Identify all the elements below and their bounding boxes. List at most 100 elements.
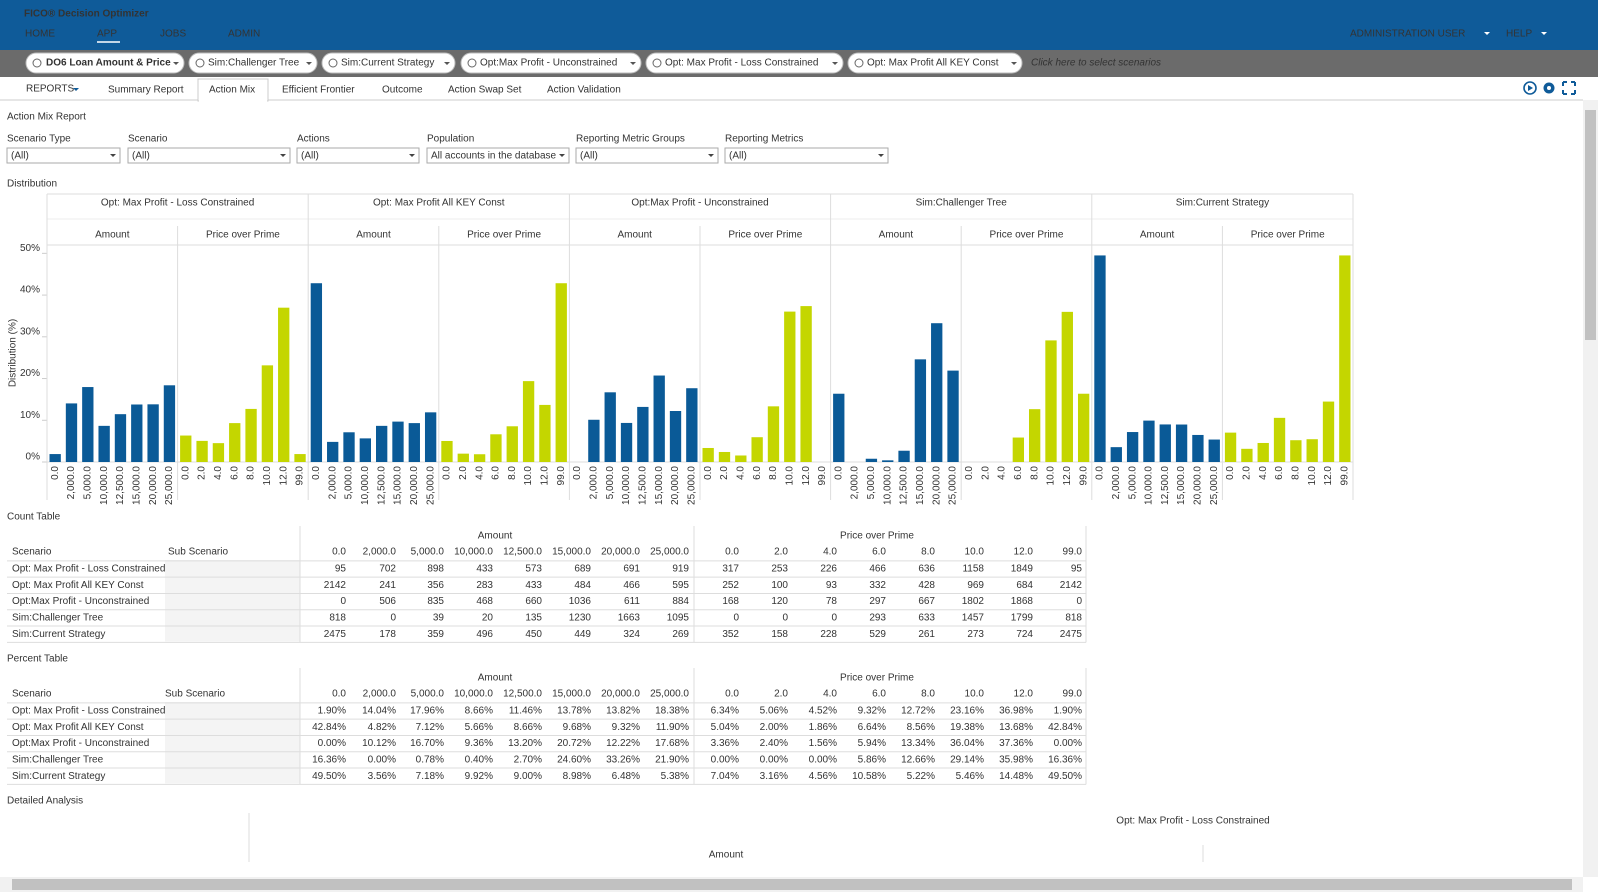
chip-icon bbox=[854, 58, 864, 68]
expand-icon[interactable] bbox=[1562, 81, 1576, 95]
table-cell: 13.68% bbox=[999, 722, 1033, 733]
x-tick-label: 15,000.0 bbox=[393, 466, 404, 505]
caret bbox=[1541, 32, 1547, 35]
nav-item[interactable]: JOBS bbox=[160, 29, 186, 40]
filter-label: Scenario bbox=[128, 134, 168, 145]
x-tick-label: 0.0 bbox=[180, 466, 191, 480]
bar bbox=[473, 454, 486, 462]
x-tick-label: 99.0 bbox=[817, 466, 828, 486]
table-cell: 0.00% bbox=[809, 755, 837, 766]
bar bbox=[833, 393, 845, 462]
table-group-header: Price over Prime bbox=[840, 673, 914, 684]
table-cell: 283 bbox=[476, 580, 493, 591]
table-cell: 1.90% bbox=[1054, 706, 1082, 717]
scenario-chip[interactable] bbox=[188, 52, 318, 74]
table-cell: 356 bbox=[427, 580, 444, 591]
table-cell: 158 bbox=[771, 629, 788, 640]
scenario-chip[interactable] bbox=[645, 52, 844, 74]
table-cell: 0.78% bbox=[416, 755, 444, 766]
bar bbox=[1322, 401, 1335, 462]
table-row-label: Opt: Max Profit - Loss Constrained bbox=[12, 706, 165, 717]
filter-select[interactable] bbox=[575, 147, 719, 164]
table-column-header: 6.0 bbox=[872, 689, 886, 700]
nav-item[interactable]: HOME bbox=[25, 29, 55, 40]
table-cell: 0 bbox=[733, 613, 739, 624]
scenario-chip[interactable] bbox=[25, 52, 185, 74]
bar bbox=[914, 359, 927, 462]
table-cell: 484 bbox=[574, 580, 591, 591]
filter-value: (All) bbox=[132, 151, 150, 162]
table-cell: 6.34% bbox=[711, 706, 739, 717]
table-cell: 6.64% bbox=[858, 722, 886, 733]
filter-select[interactable] bbox=[724, 147, 889, 164]
caret bbox=[878, 154, 884, 157]
scenario-chip-label: Sim:Challenger Tree bbox=[208, 58, 300, 69]
table-cell: 1663 bbox=[618, 613, 641, 624]
report-title: Action Mix Report bbox=[7, 112, 86, 123]
user-menu[interactable]: ADMINISTRATION USER bbox=[1350, 29, 1465, 40]
table-cell: 660 bbox=[525, 596, 542, 607]
section-title: Distribution bbox=[7, 179, 57, 190]
table-cell: 5.04% bbox=[711, 722, 739, 733]
table-cell: 633 bbox=[918, 613, 935, 624]
bar bbox=[604, 392, 616, 462]
tab[interactable]: Action Validation bbox=[547, 85, 621, 96]
tab[interactable]: Action Swap Set bbox=[448, 85, 522, 96]
scenario-chip[interactable] bbox=[847, 52, 1023, 74]
table-cell: 12.72% bbox=[901, 706, 935, 717]
scenario-placeholder[interactable]: Click here to select scenarios bbox=[1031, 58, 1161, 69]
app-title: FICO® Decision Optimizer bbox=[24, 9, 149, 20]
filter-select[interactable] bbox=[6, 147, 121, 164]
table-cell: 5.66% bbox=[465, 722, 493, 733]
x-tick-label: 4.0 bbox=[997, 466, 1008, 480]
bar bbox=[359, 438, 371, 462]
table-cell: 252 bbox=[722, 580, 739, 591]
table-cell: 135 bbox=[525, 613, 542, 624]
table-cell: 1849 bbox=[1011, 564, 1034, 575]
table-cell: 42.84% bbox=[1048, 722, 1082, 733]
reports-menu[interactable]: REPORTS bbox=[26, 84, 74, 95]
table-cell: 253 bbox=[771, 564, 788, 575]
nav-item[interactable]: APP bbox=[97, 29, 117, 40]
panel-title: Opt: Max Profit All KEY Const bbox=[373, 198, 505, 209]
table-cell: 1036 bbox=[569, 596, 592, 607]
play-icon[interactable] bbox=[1523, 81, 1537, 95]
table-cell: 16.36% bbox=[312, 755, 346, 766]
table-cell: 969 bbox=[967, 580, 984, 591]
filter-value: (All) bbox=[729, 151, 747, 162]
bar bbox=[180, 435, 192, 462]
table-cell: 14.48% bbox=[999, 771, 1033, 782]
x-tick-label: 99.0 bbox=[295, 466, 306, 486]
nav-item[interactable]: ADMIN bbox=[228, 29, 260, 40]
bar bbox=[327, 441, 339, 462]
v-scroll-thumb[interactable] bbox=[1585, 110, 1596, 340]
table-row-label: Opt:Max Profit - Unconstrained bbox=[12, 596, 149, 607]
tab[interactable]: Summary Report bbox=[108, 85, 184, 96]
table-group-header: Amount bbox=[478, 531, 513, 542]
filter-select[interactable] bbox=[426, 147, 570, 164]
section-title: Detailed Analysis bbox=[7, 796, 83, 807]
bar bbox=[229, 423, 241, 462]
play-icon-arrow[interactable] bbox=[1528, 85, 1533, 91]
user-menu[interactable]: HELP bbox=[1506, 29, 1532, 40]
table-cell: 818 bbox=[329, 613, 346, 624]
table-cell: 9.36% bbox=[465, 738, 493, 749]
table-cell: 3.16% bbox=[760, 771, 788, 782]
scenario-chip[interactable] bbox=[321, 52, 456, 74]
table-row-label: Opt: Max Profit - Loss Constrained bbox=[12, 564, 165, 575]
bar bbox=[1306, 439, 1318, 462]
x-tick-label: 2,000.0 bbox=[589, 466, 600, 500]
table-column-header: 5,000.0 bbox=[411, 689, 445, 700]
tab[interactable]: Outcome bbox=[382, 85, 423, 96]
filter-select[interactable] bbox=[127, 147, 291, 164]
tab[interactable]: Efficient Frontier bbox=[282, 85, 355, 96]
table-column-header: 10.0 bbox=[965, 547, 985, 558]
bar bbox=[702, 447, 714, 462]
bar bbox=[245, 408, 257, 462]
tab[interactable]: Action Mix bbox=[209, 85, 255, 96]
scenario-chip-label: Sim:Current Strategy bbox=[341, 58, 434, 69]
filter-select[interactable] bbox=[296, 147, 420, 164]
h-scroll-thumb[interactable] bbox=[12, 879, 1572, 890]
scenario-chip[interactable] bbox=[460, 52, 642, 74]
table-cell: 20.72% bbox=[557, 738, 591, 749]
